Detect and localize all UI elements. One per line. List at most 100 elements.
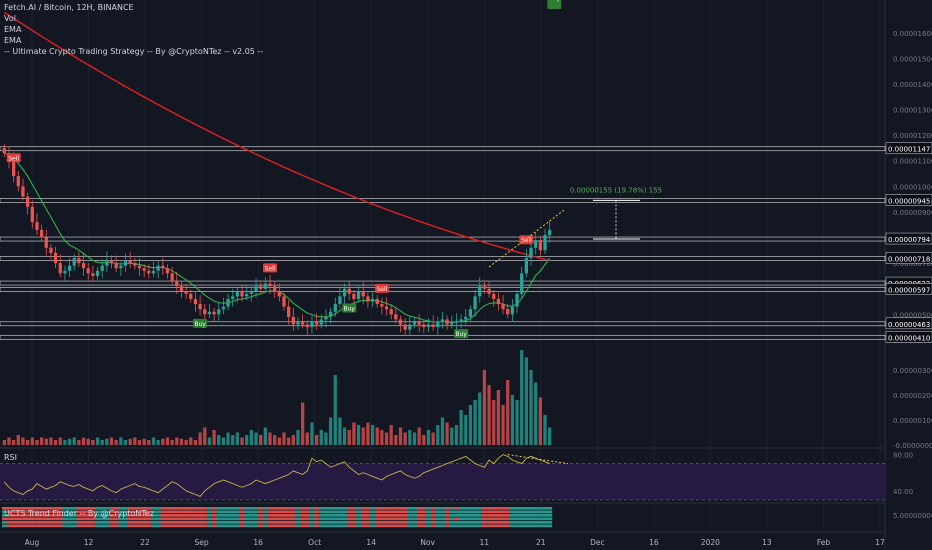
ucts-cell: [160, 521, 166, 524]
volume-bar: [361, 427, 365, 445]
volume-bar: [473, 400, 477, 445]
level-label-box: [885, 142, 932, 155]
ucts-cell: [346, 510, 352, 514]
ucts-cell: [15, 510, 21, 514]
ucts-cell: [244, 514, 250, 517]
ucts-cell: [393, 510, 399, 514]
ucts-cell: [267, 524, 273, 528]
ucts-cell: [127, 517, 133, 521]
ucts-cell: [328, 514, 334, 517]
volume-bar: [128, 438, 132, 445]
ucts-cell: [281, 510, 287, 514]
level-label: 0.00000463: [888, 321, 930, 329]
candle-body: [501, 304, 505, 310]
ucts-cell: [151, 507, 157, 510]
candle-body: [193, 298, 198, 305]
ucts-cell: [193, 521, 198, 524]
volume-tick: 0.00000300: [893, 367, 932, 375]
ucts-cell: [39, 521, 45, 524]
ucts-cell: [188, 524, 194, 528]
ucts-cell: [398, 517, 404, 521]
ucts-cell: [81, 507, 87, 510]
ucts-cell: [332, 514, 338, 517]
ucts-cell: [249, 514, 254, 517]
ucts-cell: [524, 521, 529, 524]
ucts-cell: [202, 521, 208, 524]
ucts-cell: [160, 517, 166, 521]
ucts-cell: [2, 517, 7, 521]
ucts-cell: [141, 514, 147, 517]
ucts-cell: [239, 510, 245, 514]
level-box: [0, 280, 886, 286]
volume-bar: [301, 402, 305, 445]
ucts-cell: [407, 510, 413, 514]
ucts-cell: [524, 517, 529, 521]
ucts-cell: [500, 524, 506, 528]
candle-body: [366, 296, 370, 302]
volume-bar: [189, 437, 193, 445]
ucts-cell: [468, 521, 473, 524]
volume-bar: [515, 400, 519, 445]
volume-bar: [86, 438, 90, 445]
ucts-cell: [90, 524, 96, 528]
volume-bar: [119, 437, 123, 445]
ucts-cell: [272, 521, 278, 524]
ucts-cell: [155, 514, 161, 517]
rsi-band: [0, 463, 885, 500]
candle-body: [207, 311, 212, 315]
ucts-cell: [538, 514, 543, 517]
ucts-cell: [95, 517, 101, 521]
candle-body: [380, 304, 384, 307]
ucts-cell: [11, 517, 17, 521]
ucts-cell: [225, 524, 231, 528]
ucts-cell: [221, 507, 226, 510]
volume-bar: [63, 440, 67, 445]
level-label: 0.00000597: [888, 286, 930, 294]
ucts-cell: [160, 514, 166, 517]
ucts-cell: [20, 510, 26, 514]
ucts-cell: [337, 521, 343, 524]
ucts-cell: [342, 507, 348, 510]
ucts-cell: [118, 507, 124, 510]
volume-bar: [263, 427, 267, 445]
candle-body: [356, 291, 361, 299]
ucts-cell: [123, 517, 129, 521]
ucts-cell: [253, 517, 259, 521]
ucts-cell: [2, 521, 7, 524]
price-tick: 0.00001500: [893, 55, 932, 63]
ucts-cell: [412, 521, 418, 524]
candle-body: [2, 147, 6, 154]
ucts-cell: [477, 524, 483, 528]
ucts-cell: [491, 517, 497, 521]
volume-bar: [398, 427, 403, 445]
ucts-cell: [253, 510, 259, 514]
volume-bar: [454, 425, 459, 445]
volume-bar: [58, 437, 62, 445]
ucts-cell: [174, 514, 180, 517]
ucts-cell: [346, 507, 352, 510]
ucts-cell: [146, 514, 152, 517]
volume-bar: [203, 427, 207, 445]
ucts-cell: [468, 517, 473, 521]
ucts-cell: [62, 507, 68, 510]
volume-bar: [35, 440, 39, 445]
ucts-cell: [496, 510, 501, 514]
ucts-cell: [300, 510, 306, 514]
ucts-cell: [290, 507, 296, 510]
volume-bar: [338, 417, 342, 445]
ucts-cell: [104, 507, 110, 510]
level-box: [0, 146, 886, 152]
volume-bar: [221, 437, 226, 445]
candle-body: [548, 229, 552, 235]
volume-bar: [431, 432, 435, 445]
ucts-cell: [463, 524, 469, 528]
level-box: [0, 198, 886, 203]
volume-bar: [436, 425, 440, 445]
ucts-cell: [197, 510, 203, 514]
ucts-cell: [505, 507, 511, 510]
ucts-cell: [365, 524, 371, 528]
ucts-cell: [468, 510, 473, 514]
ucts-cell: [426, 514, 432, 517]
level-box: [0, 236, 886, 242]
